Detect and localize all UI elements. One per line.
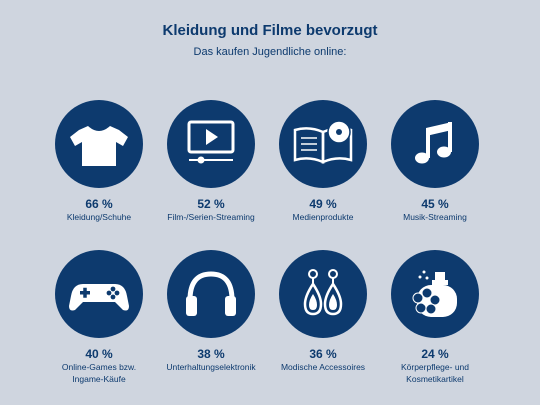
category-label: Kleidung/Schuhe: [66, 212, 132, 222]
category-label-line2: Ingame-Käufe: [72, 374, 126, 384]
percentage-value: 36 %: [309, 347, 337, 361]
category-electronics: 38 % Unterhaltungselektronik: [146, 250, 276, 373]
book-disc-icon: [293, 120, 353, 164]
page-title: Kleidung und Filme bevorzugt: [162, 22, 378, 39]
category-circle: [55, 100, 143, 188]
category-label: Musik-Streaming: [403, 212, 467, 222]
tshirt-icon: [70, 126, 128, 166]
page-subtitle: Das kaufen Jugendliche online:: [193, 46, 347, 58]
category-circle: [391, 100, 479, 188]
percentage-value: 52 %: [197, 197, 225, 211]
category-cosmetics: 24 % Körperpflege- und Kosmetikartikel: [370, 250, 500, 385]
category-circle: [55, 250, 143, 338]
category-label: Unterhaltungselektronik: [166, 362, 256, 372]
video-player-icon: [187, 120, 235, 164]
category-games: 40 % Online-Games bzw. Ingame-Käufe: [34, 250, 164, 385]
percentage-value: 49 %: [309, 197, 337, 211]
category-circle: [167, 250, 255, 338]
headphones-icon: [186, 271, 236, 316]
perfume-icon: [412, 270, 457, 317]
category-clothing: 66 % Kleidung/Schuhe: [34, 100, 164, 223]
percentage-value: 38 %: [197, 347, 225, 361]
category-media: 49 % Medienprodukte: [258, 100, 388, 223]
gamepad-icon: [69, 284, 129, 311]
category-streaming: 52 % Film-/Serien-Streaming: [146, 100, 276, 223]
percentage-value: 66 %: [85, 197, 113, 211]
category-label-line2: Kosmetikartikel: [406, 374, 464, 384]
category-music: 45 % Musik-Streaming: [370, 100, 500, 223]
category-label: Film-/Serien-Streaming: [167, 212, 255, 222]
percentage-value: 40 %: [85, 347, 113, 361]
earrings-icon: [303, 269, 343, 316]
category-label: Medienprodukte: [292, 212, 354, 222]
category-accessories: 36 % Modische Accessoires: [258, 250, 388, 373]
music-note-icon: [415, 122, 452, 164]
category-label: Online-Games bzw.: [61, 362, 137, 372]
category-circle: [167, 100, 255, 188]
flower-icon: [412, 287, 441, 315]
category-circle: [391, 250, 479, 338]
category-circle: [279, 250, 367, 338]
percentage-value: 45 %: [421, 197, 449, 211]
category-circle: [279, 100, 367, 188]
category-label: Körperpflege- und: [400, 362, 470, 372]
category-label: Modische Accessoires: [280, 362, 366, 372]
percentage-value: 24 %: [421, 347, 449, 361]
